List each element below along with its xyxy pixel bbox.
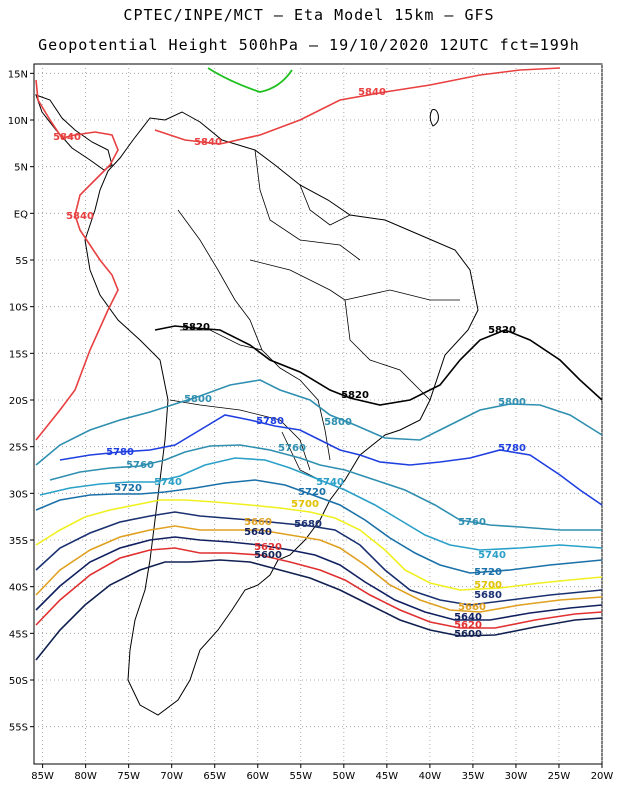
- contour-label: 5680: [474, 590, 502, 601]
- contour-label: 5760: [278, 443, 306, 454]
- contour-label: 5840: [53, 132, 81, 143]
- lat-tick-label: 10S: [9, 303, 28, 314]
- lat-tick-label: 15N: [8, 69, 28, 80]
- contour-5720: [35, 479, 603, 574]
- contour-label: 5760: [458, 517, 486, 528]
- contour-label: 5780: [256, 416, 284, 427]
- contour-label: 5740: [316, 477, 344, 488]
- lat-tick-label: 45S: [9, 629, 28, 640]
- lat-tick-label: 5N: [14, 163, 28, 174]
- lat-tick-label: EQ: [14, 209, 28, 220]
- contour-label: 5800: [498, 397, 526, 408]
- contour-label: 5620: [454, 620, 482, 631]
- contour-5680: [35, 511, 603, 606]
- contour-label: 5600: [254, 550, 282, 561]
- contour-label: 5720: [474, 567, 502, 578]
- lat-tick-label: 30S: [9, 489, 28, 500]
- contour-label: 5840: [66, 211, 94, 222]
- contour-label: 5700: [291, 499, 319, 510]
- lat-tick-label: 20S: [9, 396, 28, 407]
- contour-label: 5720: [298, 487, 326, 498]
- lon-tick-label: 75W: [117, 771, 140, 782]
- lon-tick-label: 40W: [419, 771, 442, 782]
- contour-5760: [49, 444, 602, 531]
- contour-label: 5820: [488, 325, 516, 336]
- lat-tick-label: 25S: [9, 443, 28, 454]
- contour-label: 5820: [341, 390, 369, 401]
- contour-5840: [35, 79, 119, 441]
- lon-tick-label: 20W: [591, 771, 614, 782]
- contour-label: 5820: [182, 322, 210, 333]
- contour-5840: [154, 67, 561, 145]
- contour-label: 5840: [358, 87, 386, 98]
- lon-tick-label: 80W: [74, 771, 97, 782]
- lon-tick-label: 55W: [289, 771, 312, 782]
- contour-label: 5600: [454, 629, 482, 640]
- contour-5780: [59, 414, 603, 506]
- lon-tick-label: 25W: [548, 771, 571, 782]
- lon-tick-label: 50W: [333, 771, 356, 782]
- contour-lines: 5840 5840 5840 5840 5820 5820 5820 5800 5800 5800…: [35, 67, 603, 661]
- contour-label: 5640: [244, 527, 272, 538]
- lon-tick-label: 85W: [31, 771, 54, 782]
- map-frame: [33, 63, 603, 765]
- contour-5660: [35, 525, 603, 613]
- contour-label: 5700: [474, 580, 502, 591]
- lon-tick-label: 30W: [505, 771, 528, 782]
- contour-label: 5620: [254, 542, 282, 553]
- lat-tick-label: 15S: [9, 349, 28, 360]
- contour-5600: [35, 559, 603, 661]
- lon-tick-label: 45W: [376, 771, 399, 782]
- lon-tick-label: 60W: [246, 771, 269, 782]
- lon-tick-label: 70W: [160, 771, 183, 782]
- contour-green: [207, 67, 293, 93]
- contour-5740: [39, 457, 603, 551]
- contour-label: 5840: [194, 137, 222, 148]
- south-america-coastline: [84, 111, 479, 716]
- lat-tick-label: 5S: [15, 256, 28, 267]
- island: [429, 109, 439, 127]
- contour-5620: [35, 547, 603, 629]
- contour-5800: [35, 379, 603, 466]
- contour-label: 5800: [184, 394, 212, 405]
- lat-tick-label: 55S: [9, 723, 28, 734]
- contour-label: 5680: [294, 519, 322, 530]
- contour-label: 5760: [126, 460, 154, 471]
- contour-label: 5740: [154, 477, 182, 488]
- contour-label: 5660: [458, 602, 486, 613]
- map-subtitle: Geopotential Height 500hPa – 19/10/2020 …: [38, 36, 580, 54]
- lat-tick-label: 40S: [9, 583, 28, 594]
- axis-labels: 15N 10N 5N EQ 5S 10S 15S 20S 25S 30S 35S 40S 45S 50S 5…: [8, 69, 614, 782]
- contour-label: 5720: [114, 483, 142, 494]
- contour-label: 5640: [454, 612, 482, 623]
- contour-5700: [35, 499, 603, 591]
- contour-label: 5780: [106, 447, 134, 458]
- contour-5820: [154, 325, 603, 406]
- lat-tick-label: 50S: [9, 676, 28, 687]
- graticule: [34, 64, 603, 764]
- lat-tick-label: 10N: [8, 116, 28, 127]
- map-title: CPTEC/INPE/MCT – Eta Model 15km – GFS: [123, 6, 495, 24]
- lon-tick-label: 65W: [203, 771, 226, 782]
- country-borders: [169, 149, 460, 481]
- contour-label: 5740: [478, 550, 506, 561]
- contour-label: 5660: [244, 517, 272, 528]
- contour-label: 5780: [498, 443, 526, 454]
- contour-label: 5800: [324, 417, 352, 428]
- lon-tick-label: 35W: [462, 771, 485, 782]
- lat-tick-label: 35S: [9, 536, 28, 547]
- contour-5640: [35, 536, 603, 621]
